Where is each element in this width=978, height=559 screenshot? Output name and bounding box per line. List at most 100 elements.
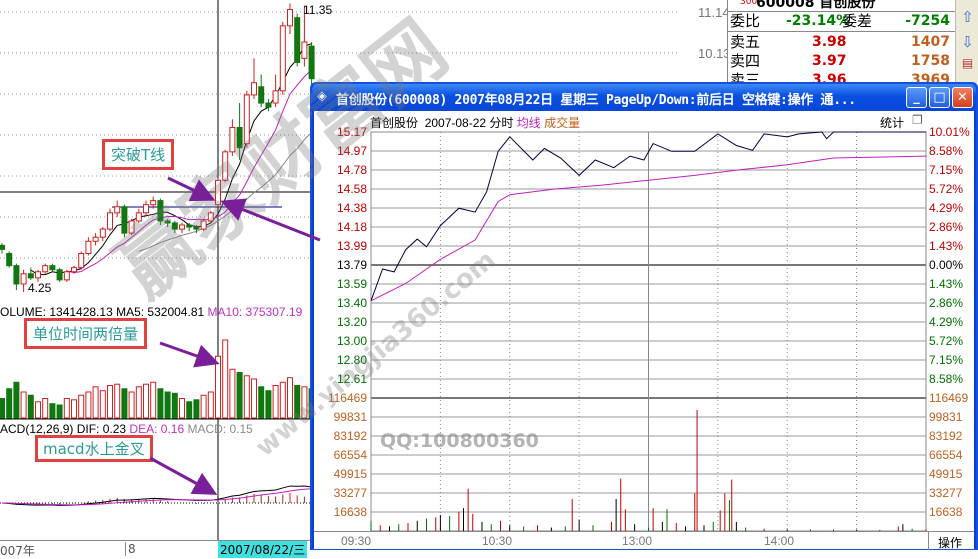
volume-bar [42, 398, 49, 419]
volume-bar [13, 381, 20, 419]
volume-bar [157, 388, 164, 419]
price-label: 14.58 [337, 182, 367, 196]
candle [121, 206, 128, 234]
candle [193, 226, 200, 230]
time-axis: 09:30 10:30 13:00 14:00 操作 [314, 531, 974, 550]
close-button[interactable]: ✕ [952, 87, 973, 108]
volume-bar [85, 391, 92, 419]
action-button[interactable]: 操作 [938, 536, 963, 550]
candle [265, 102, 272, 108]
volume-bar [6, 388, 13, 419]
dif-line [1, 485, 312, 506]
candle [107, 212, 113, 230]
candle [308, 45, 315, 80]
candle [63, 271, 70, 281]
price-label: 13.20 [337, 315, 367, 329]
candle [251, 82, 257, 96]
volume-bar [56, 404, 63, 419]
volume-bar [272, 385, 279, 419]
candle [150, 200, 157, 206]
quote-panel: 300 600008 首创股份 [727, 0, 956, 90]
volume-label: 33277 [334, 486, 368, 500]
chart-header: 首创股份 2007-08-22 分时 均线 成交量 [370, 114, 580, 131]
candle [6, 252, 13, 267]
volume-bar [107, 385, 113, 419]
volume-bar [171, 392, 178, 419]
candle [215, 179, 221, 206]
minimize-button[interactable]: _ [906, 87, 927, 108]
side-toolbar: ⇧ ⇩ ▤ [955, 0, 978, 90]
volume-bar [49, 403, 56, 419]
percent-label: 4.29% [929, 315, 963, 329]
list-check-icon[interactable]: ▤ [961, 56, 974, 70]
app-icon: ◈ [317, 89, 327, 104]
annotation-macd: macd水上金叉 [35, 435, 153, 462]
volume-label: 33277 [929, 486, 963, 500]
macd-dif: DIF: 0.23 [76, 422, 127, 436]
price-label: 12.80 [337, 353, 367, 367]
volume-bar [243, 375, 250, 419]
percent-label: 10.01% [929, 125, 970, 139]
candle [85, 240, 92, 254]
volume-header: OLUME: 1341428.13 MA5: 532004.81 MA10: 3… [0, 305, 302, 319]
arrow-down-icon[interactable]: ⇩ [961, 33, 974, 51]
candle [42, 265, 49, 273]
annotation-breakout: 突破T线 [102, 139, 175, 170]
volume-value: OLUME: 1341428.13 [0, 305, 113, 319]
volume-label: 83192 [334, 429, 368, 443]
title-bar[interactable]: ◈ 首创股份(600008) 2007年08月22日 星期三 PageUp/Do… [312, 84, 976, 111]
volume-bar [215, 355, 221, 419]
price-label: 13.79 [337, 258, 367, 272]
volume-label: 66554 [334, 448, 368, 462]
volume-bar [121, 388, 128, 419]
ask-volume: 1758 [911, 53, 950, 69]
arrow-up-icon[interactable]: ⇧ [961, 8, 974, 26]
percent-label: 8.58% [929, 372, 963, 386]
weibi-value: -23.14% [786, 13, 851, 29]
price-label: 12.61 [337, 372, 367, 386]
percent-label: 7.15% [929, 353, 963, 367]
ask-row: 卖四 3.97 1758 [730, 52, 952, 71]
candle [143, 204, 149, 214]
price-label: 14.97 [337, 144, 367, 158]
volume-bar [71, 399, 77, 419]
volume-bar [236, 372, 243, 419]
candle [92, 236, 99, 242]
candle [135, 212, 142, 222]
avg-line-legend[interactable]: 均线 [516, 116, 541, 130]
volume-bar [78, 394, 85, 419]
volume-bar [27, 394, 34, 419]
volume-bar [63, 398, 70, 419]
volume-bar [193, 399, 200, 419]
time-label: 14:00 [764, 534, 795, 548]
candle [279, 25, 286, 92]
volume-bar [164, 391, 171, 419]
candle [272, 90, 279, 104]
stock-name: 首创股份 [370, 116, 419, 130]
candle [258, 86, 265, 104]
percent-label: 2.86% [929, 220, 963, 234]
ma5-line [30, 43, 312, 276]
stats-button[interactable]: 统计 [880, 116, 905, 130]
volume-legend[interactable]: 成交量 [544, 116, 581, 130]
maximize-button[interactable]: □ [929, 87, 950, 108]
price-line [370, 131, 926, 302]
percent-label: 2.86% [929, 296, 963, 310]
price-axis-label: 10.13 [698, 46, 731, 61]
stock-header: 600008 首创股份 [756, 0, 876, 11]
volume-bar [114, 383, 121, 419]
price-label: 14.38 [337, 201, 367, 215]
volume-bar [99, 390, 106, 419]
volume-label: 116469 [929, 391, 968, 405]
volume-ma10: MA10: 375307.19 [207, 305, 303, 319]
intraday-chart: 15.17 10.01% 14.97 8.58% 14.78 7.15% 14.58 5.72… [328, 125, 970, 532]
candle [236, 126, 243, 149]
candle [157, 200, 164, 222]
weicha-value: -7254 [905, 13, 950, 29]
volume-bar [287, 377, 293, 419]
selected-date[interactable]: 2007/08/22/三 [218, 541, 308, 558]
candle [200, 220, 207, 230]
restore-icon[interactable]: ❐ [912, 113, 923, 127]
time-label: 10:30 [482, 534, 513, 548]
volume-bar [128, 391, 135, 419]
